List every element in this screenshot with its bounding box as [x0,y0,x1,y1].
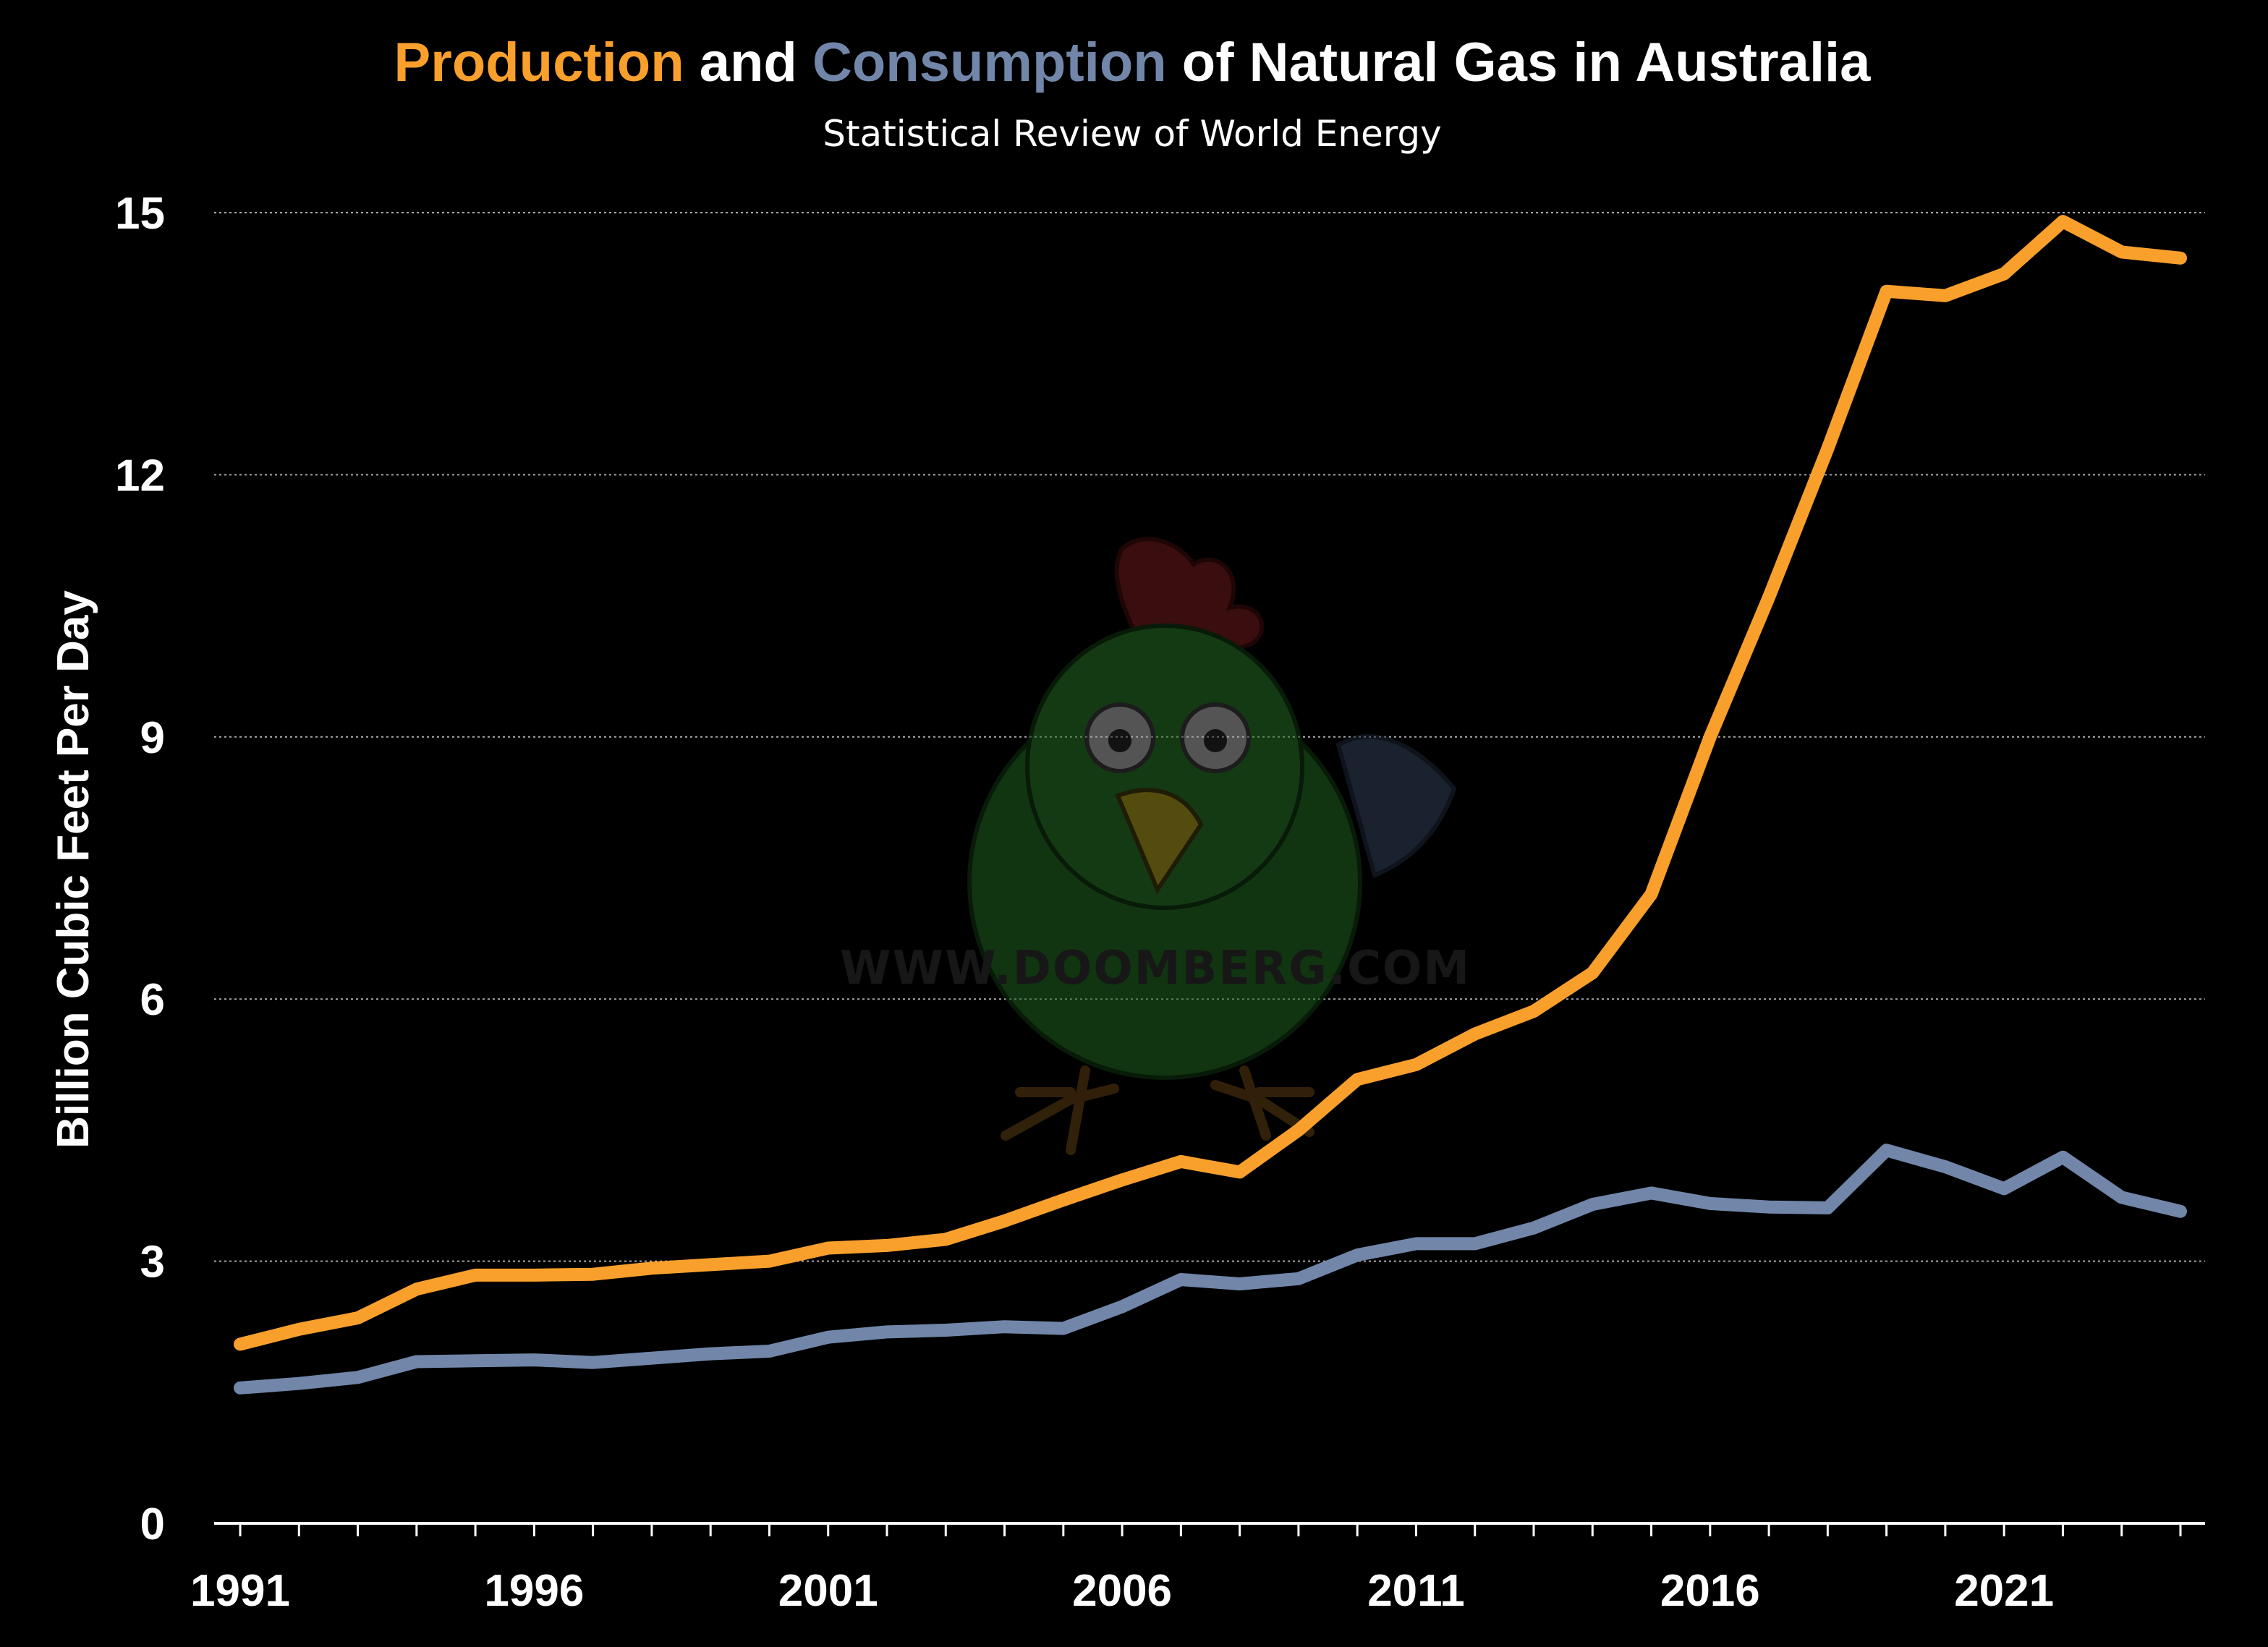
y-tick-label: 3 [140,1238,165,1288]
x-tick-label: 2016 [1660,1566,1760,1616]
y-tick-label: 12 [115,451,165,501]
wing-shape [1335,734,1457,879]
y-tick-label: 9 [140,713,165,763]
series-line-consumption [234,1144,2187,1395]
head-shape [1025,624,1304,910]
right-foot [1210,1065,1314,1141]
title-part-plain: and [684,32,812,93]
y-tick-label: 6 [140,975,165,1025]
watermark-text: WWW.DOOMBERG.COM [840,942,1471,995]
left-pupil [1108,729,1131,752]
title-part-consumption: Consumption [812,32,1167,93]
x-tick-label: 2011 [1367,1566,1465,1616]
left-foot [1001,1065,1119,1155]
x-tick-label: 2001 [778,1566,878,1616]
y-tick-label: 15 [115,189,165,239]
right-pupil [1204,729,1227,752]
chart-subtitle: Statistical Review of World Energy [823,113,1442,155]
x-tick-label: 2021 [1954,1566,2054,1616]
chart-title: Production and Consumption of Natural Ga… [394,32,1872,93]
x-tick-label: 1991 [190,1566,290,1616]
doomberg-chicken-logo: WWW.DOOMBERG.COM [840,537,1471,1155]
y-tick-label: 0 [140,1499,165,1549]
title-part-production: Production [394,32,684,93]
x-axis-ticks [239,1523,2182,1536]
x-tick-label: 2006 [1072,1566,1172,1616]
y-axis-tick-labels: 0 3 6 9 12 15 [115,189,165,1549]
title-part-plain: of Natural Gas in Australia [1167,32,1871,93]
x-tick-label: 1996 [484,1566,584,1616]
beak-shape [1115,788,1204,895]
y-axis-label: Billion Cubic Feet Per Day [48,590,98,1149]
series-line-production [234,215,2187,1351]
series-lines [234,215,2187,1395]
x-axis-tick-labels: 1991 1996 2001 2006 2011 2016 2021 [190,1566,2054,1616]
